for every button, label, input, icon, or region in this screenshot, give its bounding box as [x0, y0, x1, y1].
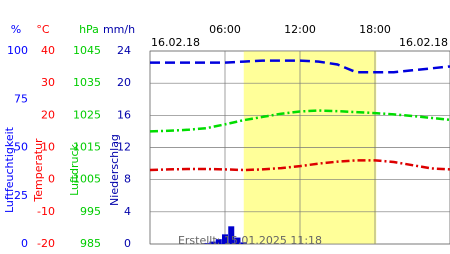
y-tick-label: 4	[124, 205, 131, 218]
y-tick-label: 1035	[73, 76, 101, 89]
y-tick-label: 10	[41, 141, 55, 154]
series-line	[149, 159, 450, 172]
date-right: 16.02.18	[399, 36, 448, 49]
footer: Erstellt: 15.01.2025 11:18	[178, 234, 322, 247]
y-tick-label: 20	[41, 108, 55, 121]
y-tick-label: 20	[117, 76, 131, 89]
axis-title: Luftfeuchtigkeit	[3, 126, 16, 213]
precip-bar	[215, 239, 222, 244]
axis-unit: mm/h	[103, 23, 135, 36]
y-tick-label: 1025	[73, 108, 101, 121]
y-tick-label: -20	[37, 237, 55, 250]
y-tick-label: 0	[124, 237, 131, 250]
axis-unit: hPa	[79, 23, 99, 36]
x-tick-label: 18:00	[359, 23, 391, 36]
axis-title: Luftdruck	[68, 143, 81, 195]
date-left: 16.02.18	[151, 36, 200, 49]
series-line	[149, 109, 450, 133]
x-tick-label: 12:00	[284, 23, 316, 36]
y-tick-label: 8	[124, 173, 131, 186]
precip-bar	[203, 243, 210, 244]
y-tick-label: 985	[80, 237, 101, 250]
y-tick-label: 12	[117, 141, 131, 154]
y-tick-label: 0	[48, 173, 55, 186]
y-tick-label: -10	[37, 205, 55, 218]
precip-bar	[240, 242, 247, 244]
y-tick-label: 995	[80, 205, 101, 218]
y-tick-label: 75	[14, 92, 28, 105]
y-tick-label: 40	[41, 44, 55, 57]
y-tick-label: 1015	[73, 141, 101, 154]
axis-unit: °C	[36, 23, 50, 36]
y-tick-label: 25	[14, 189, 28, 202]
precip-bar	[222, 234, 228, 244]
axis-title: Niederschlag	[108, 134, 121, 206]
y-tick-label: 50	[14, 141, 28, 154]
axis-title: Temperatur	[32, 138, 45, 203]
precip-bar	[234, 237, 241, 244]
y-tick-label: 100	[7, 44, 28, 57]
y-tick-label: 24	[117, 44, 131, 57]
precip-bar	[228, 226, 235, 244]
x-tick-label: 06:00	[209, 23, 241, 36]
y-tick-label: 1045	[73, 44, 101, 57]
y-tick-label: 30	[41, 76, 55, 89]
precip-bar	[209, 241, 216, 244]
series-line	[150, 59, 450, 74]
y-tick-label: 16	[117, 108, 131, 121]
axis-unit: %	[11, 23, 21, 36]
y-tick-label: 1005	[73, 173, 101, 186]
y-tick-label: 0	[21, 237, 28, 250]
